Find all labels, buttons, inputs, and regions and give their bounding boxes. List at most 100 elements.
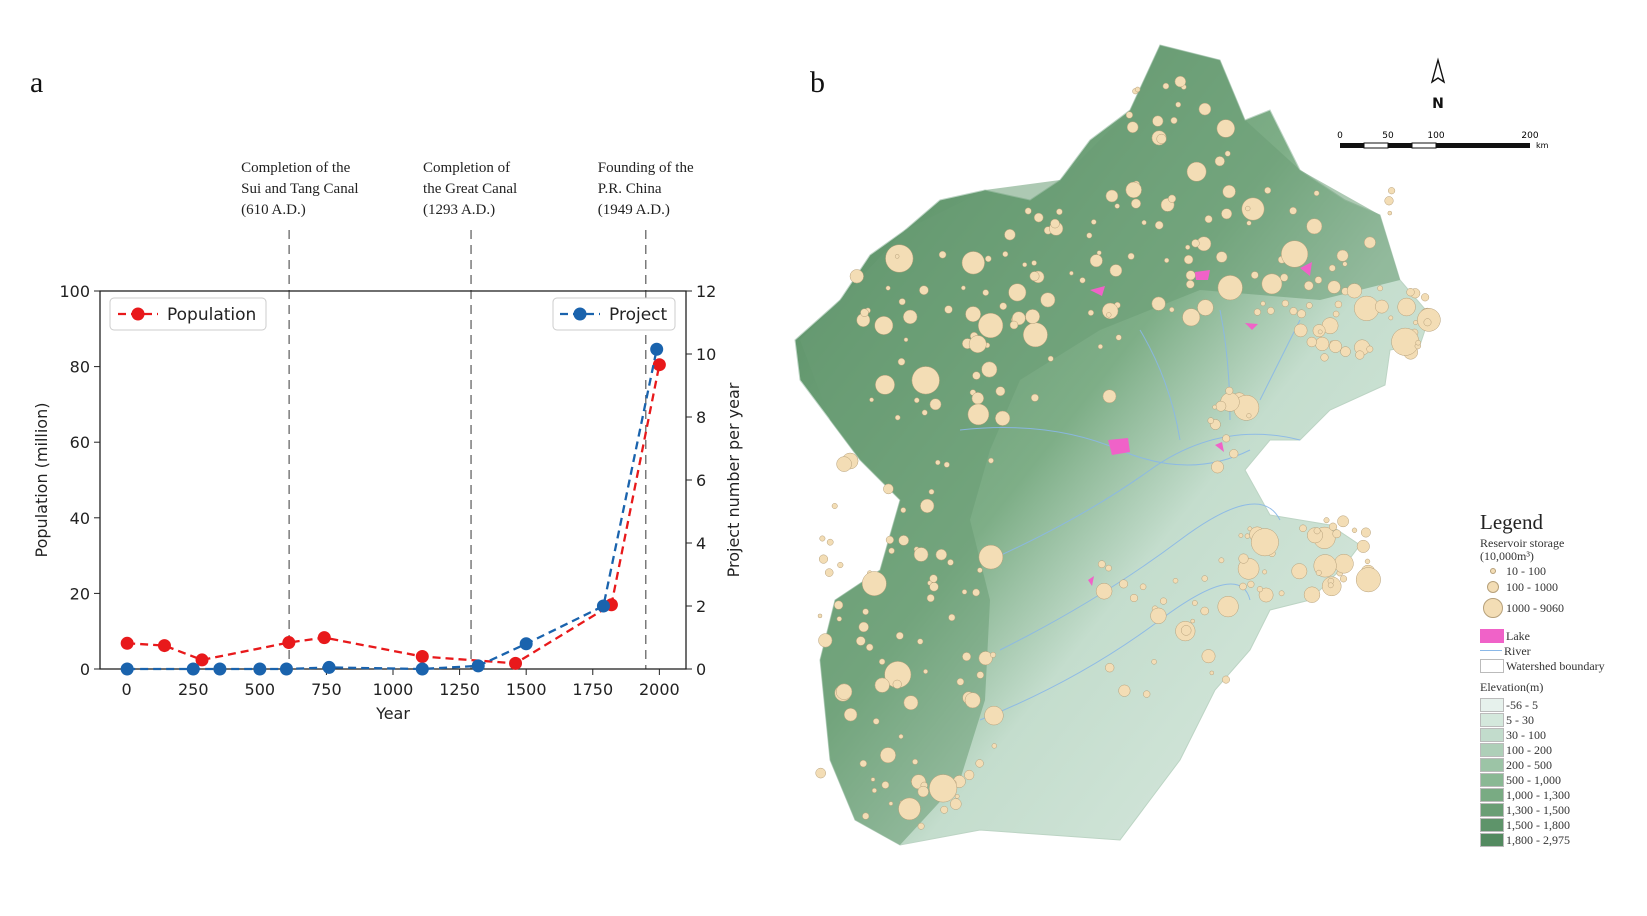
reservoir <box>1413 320 1419 326</box>
reservoir <box>999 302 1007 310</box>
reservoir <box>836 616 842 622</box>
point-project-5 <box>322 660 336 674</box>
x-tick-label-2000: 2000 <box>639 680 680 699</box>
point-project-0 <box>120 662 134 676</box>
reservoir <box>948 613 956 622</box>
legend-project: Project <box>552 297 676 331</box>
reservoir <box>1008 283 1027 302</box>
reservoir <box>835 683 853 700</box>
reservoir <box>944 305 953 314</box>
reservoir <box>1289 307 1298 316</box>
reservoir <box>1222 675 1230 684</box>
reservoir <box>935 549 947 561</box>
reservoir <box>1229 449 1239 459</box>
elevation-swatch-3 <box>1480 742 1504 757</box>
elevation-swatch-1 <box>1480 712 1504 727</box>
scale-tick-50: 50 <box>1382 131 1394 141</box>
reservoir <box>1125 111 1133 119</box>
y-tick-label-0: 0 <box>80 660 90 679</box>
reservoir <box>1025 309 1040 324</box>
reservoir <box>1342 261 1348 267</box>
event-label-610-2: (610 A.D.) <box>241 202 306 218</box>
reservoir <box>903 337 909 342</box>
elevation-swatch-2 <box>1480 727 1504 742</box>
scale-tick-100: 100 <box>1427 131 1444 141</box>
reservoir <box>961 285 966 291</box>
reservoir <box>880 747 896 764</box>
reservoir <box>819 535 826 542</box>
reservoir <box>1306 336 1317 348</box>
elevation-label-3: 100 - 200 <box>1506 742 1552 757</box>
reservoir <box>885 285 891 291</box>
reservoir <box>995 386 1006 397</box>
legend-project-label: Project <box>609 305 667 325</box>
x-tick-label-500: 500 <box>245 680 276 699</box>
reservoir <box>1141 220 1147 226</box>
elevation-title: Elevation(m) <box>1480 680 1544 694</box>
series-lines <box>120 342 666 676</box>
elevation-class-0: -56 - 5 <box>1480 697 1647 712</box>
reservoir <box>990 651 997 658</box>
elevation-class-4: 200 - 500 <box>1480 757 1647 772</box>
reservoir <box>1289 206 1297 215</box>
reservoir <box>917 638 924 645</box>
reservoir <box>875 374 895 395</box>
reservoir <box>836 456 852 472</box>
reservoir <box>1106 312 1112 318</box>
reservoir <box>920 498 935 513</box>
reservoir <box>824 568 834 577</box>
point-population-8 <box>652 358 666 372</box>
reservoir <box>1191 600 1198 606</box>
reservoir <box>1327 280 1341 294</box>
legend-river: River <box>1480 643 1647 658</box>
reservoir <box>1087 309 1094 316</box>
reservoir <box>1105 564 1112 572</box>
reservoir <box>1211 460 1224 474</box>
reservoir <box>972 371 981 380</box>
reservoir <box>1334 300 1343 309</box>
reservoir <box>929 774 958 803</box>
reservoir <box>1105 663 1115 673</box>
event-label-1293-0: Completion of <box>423 160 510 176</box>
plot-frame <box>99 290 687 670</box>
reservoir <box>1366 345 1374 353</box>
reservoir <box>1306 302 1313 309</box>
reservoir <box>862 812 870 820</box>
reservoir <box>1170 117 1178 124</box>
reservoir <box>1391 327 1420 356</box>
x-tick-label-1000: 1000 <box>373 680 414 699</box>
reservoir <box>1328 522 1338 531</box>
point-population-0 <box>120 636 134 650</box>
reservoir <box>1089 254 1103 268</box>
x-tick-label-1250: 1250 <box>439 680 480 699</box>
elevation-class-1: 5 - 30 <box>1480 712 1647 727</box>
elevation-label-5: 500 - 1,000 <box>1506 772 1561 787</box>
y-tick-label-100: 100 <box>59 282 90 301</box>
reservoir <box>950 798 962 810</box>
reservoir <box>928 488 935 495</box>
reservoir <box>1261 273 1283 295</box>
event-label-1293-1: the Great Canal <box>423 181 517 197</box>
reservoir <box>923 669 929 674</box>
reservoir <box>1152 115 1164 127</box>
reservoir <box>1023 322 1048 348</box>
reservoir <box>894 414 901 421</box>
reservoir <box>1086 232 1093 239</box>
elevation-label-8: 1,500 - 1,800 <box>1506 817 1570 832</box>
reservoir <box>972 588 980 597</box>
lakes <box>1088 262 1312 586</box>
reservoir <box>1214 156 1225 167</box>
reservoir <box>1217 275 1243 301</box>
reservoir <box>967 403 990 426</box>
reservoir <box>831 503 838 509</box>
point-project-9 <box>596 599 610 613</box>
reservoir <box>1151 659 1157 665</box>
reservoir <box>978 544 1004 570</box>
reservoir <box>834 600 844 610</box>
reservoir <box>1244 533 1251 539</box>
reservoir <box>861 571 887 596</box>
event-label-1949-2: (1949 A.D.) <box>598 202 670 218</box>
reservoir <box>964 692 981 709</box>
reservoir <box>815 767 826 779</box>
reservoir <box>1154 220 1164 230</box>
